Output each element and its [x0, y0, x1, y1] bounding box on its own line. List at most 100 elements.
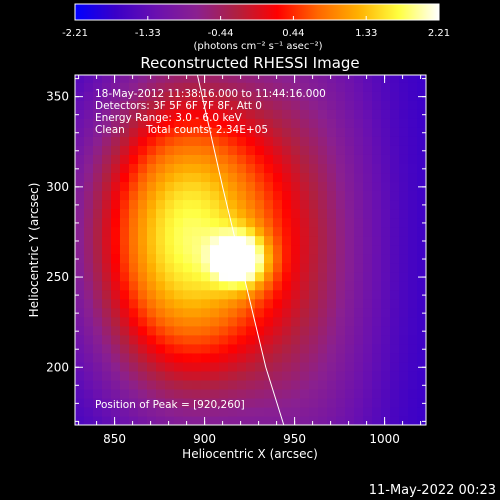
- heatmap-cell: [273, 118, 283, 128]
- heatmap-cell: [282, 127, 292, 137]
- heatmap-cell: [93, 181, 103, 192]
- heatmap-cell: [282, 163, 292, 174]
- heatmap-cell: [381, 316, 391, 327]
- heatmap-cell: [327, 91, 337, 101]
- heatmap-cell: [255, 181, 265, 192]
- heatmap-cell: [192, 271, 202, 282]
- heatmap-cell: [300, 262, 310, 273]
- heatmap-cell: [156, 316, 166, 327]
- heatmap-cell: [174, 253, 184, 264]
- heatmap-cell: [192, 82, 202, 92]
- heatmap-cell: [363, 352, 373, 363]
- heatmap-cell: [363, 75, 373, 83]
- heatmap-cell: [165, 100, 175, 110]
- heatmap-cell: [309, 136, 319, 146]
- heatmap-cell: [345, 406, 355, 417]
- heatmap-cell: [381, 370, 391, 381]
- heatmap-cell: [300, 280, 310, 291]
- heatmap-cell: [282, 415, 292, 425]
- heatmap-cell: [174, 289, 184, 300]
- heatmap-cell: [408, 163, 418, 174]
- heatmap-cell: [282, 388, 292, 399]
- heatmap-cell: [111, 244, 121, 255]
- heatmap-cell: [201, 361, 211, 372]
- heatmap-cell: [282, 118, 292, 128]
- heatmap-cell: [174, 82, 184, 92]
- heatmap-cell: [219, 361, 229, 372]
- heatmap-cell: [219, 352, 229, 363]
- heatmap-cell: [336, 127, 346, 137]
- heatmap-cell: [309, 226, 319, 237]
- heatmap-cell: [390, 226, 400, 237]
- heatmap-cell: [372, 271, 382, 282]
- heatmap-cell: [75, 127, 85, 137]
- heatmap-cell: [120, 217, 130, 228]
- heatmap-cell: [327, 298, 337, 309]
- heatmap-cell: [228, 307, 238, 318]
- heatmap-cell: [93, 334, 103, 345]
- heatmap-cell: [138, 199, 148, 210]
- heatmap-cell: [183, 253, 193, 264]
- heatmap-cell: [165, 91, 175, 101]
- heatmap-cell: [210, 127, 220, 137]
- heatmap-cell: [129, 82, 139, 92]
- heatmap-cell: [318, 100, 328, 110]
- heatmap-cell: [255, 199, 265, 210]
- heatmap-cell: [390, 298, 400, 309]
- heatmap-cell: [408, 190, 418, 201]
- heatmap-cell: [336, 388, 346, 399]
- heatmap-cell: [381, 136, 391, 146]
- heatmap-cell: [318, 289, 328, 300]
- heatmap-cell: [363, 307, 373, 318]
- heatmap-cell: [372, 244, 382, 255]
- heatmap-cell: [174, 334, 184, 345]
- heatmap-cell: [363, 181, 373, 192]
- heatmap-cell: [75, 163, 85, 174]
- heatmap-cell: [192, 235, 202, 246]
- heatmap-cell: [345, 388, 355, 399]
- heatmap-cell: [84, 181, 94, 192]
- heatmap-cell: [75, 181, 85, 192]
- heatmap-cell: [201, 172, 211, 183]
- heatmap-cell: [363, 109, 373, 119]
- heatmap-cell: [336, 145, 346, 155]
- heatmap-cell: [174, 226, 184, 237]
- heatmap-cell: [84, 172, 94, 183]
- heatmap-cell: [93, 325, 103, 336]
- heatmap-cell: [210, 307, 220, 318]
- heatmap-cell: [273, 271, 283, 282]
- heatmap-cell: [327, 307, 337, 318]
- heatmap-cell: [111, 280, 121, 291]
- heatmap-cell: [264, 244, 274, 255]
- heatmap-cell: [183, 334, 193, 345]
- heatmap-cell: [129, 361, 139, 372]
- heatmap-cell: [408, 145, 418, 155]
- heatmap-cell: [102, 118, 112, 128]
- heatmap-cell: [327, 388, 337, 399]
- heatmap-cell: [219, 253, 229, 264]
- heatmap-cell: [219, 199, 229, 210]
- heatmap-cell: [192, 289, 202, 300]
- heatmap-cell: [291, 190, 301, 201]
- heatmap-cell: [408, 208, 418, 219]
- heatmap-cell: [264, 136, 274, 146]
- heatmap-cell: [273, 163, 283, 174]
- heatmap-cell: [246, 181, 256, 192]
- heatmap-cell: [228, 406, 238, 417]
- heatmap-cell: [120, 127, 130, 137]
- heatmap-cell: [255, 244, 265, 255]
- heatmap-cell: [381, 172, 391, 183]
- heatmap-cell: [381, 388, 391, 399]
- heatmap-cell: [309, 145, 319, 155]
- heatmap-cell: [309, 397, 319, 408]
- heatmap-cell: [408, 100, 418, 110]
- heatmap-cell: [282, 100, 292, 110]
- heatmap-cell: [183, 343, 193, 354]
- heatmap-cell: [291, 217, 301, 228]
- heatmap-cell: [219, 127, 229, 137]
- heatmap-cell: [300, 271, 310, 282]
- heatmap-cell: [408, 325, 418, 336]
- heatmap-cell: [192, 109, 202, 119]
- heatmap-cell: [390, 379, 400, 390]
